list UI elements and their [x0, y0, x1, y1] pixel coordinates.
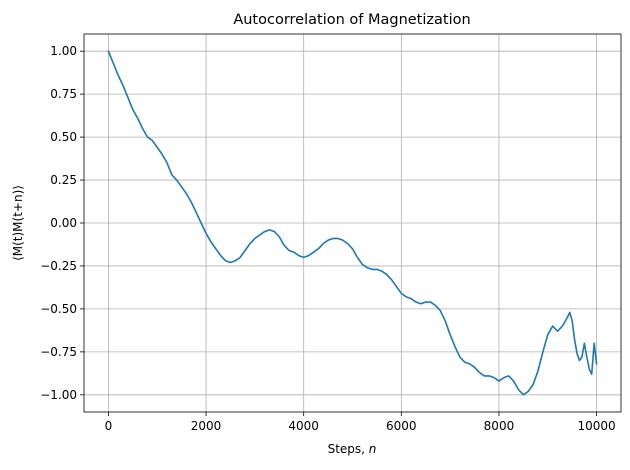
plot-frame [83, 33, 622, 413]
x-tick-label: 8000 [484, 419, 515, 433]
grid [84, 34, 621, 412]
chart-title: Autocorrelation of Magnetization [233, 12, 470, 28]
y-tick-label: 0.50 [50, 130, 77, 144]
y-tick-label: −0.50 [40, 302, 77, 316]
y-tick-label: 0.25 [50, 173, 77, 187]
x-tick-label: 4000 [288, 419, 319, 433]
x-tick-label: 0 [105, 419, 113, 433]
x-axis-label: Steps, n [328, 442, 377, 456]
x-tick-label: 2000 [191, 419, 222, 433]
series-layer [107, 50, 598, 396]
y-tick-label: 0.75 [50, 87, 77, 101]
x-tick-label: 6000 [386, 419, 417, 433]
y-tick-label: −1.00 [40, 388, 77, 402]
series-line [107, 50, 598, 396]
y-tick-label: 1.00 [50, 44, 77, 58]
y-axis-label: ⟨M(t)M(t+n)⟩ [11, 185, 25, 261]
y-tick-label: −0.75 [40, 345, 77, 359]
x-tick-label: 10000 [577, 419, 615, 433]
y-tick-label: −0.25 [40, 259, 77, 273]
y-tick-label: 0.00 [50, 216, 77, 230]
ticks: 0 2000 4000 6000 8000 10000 1.00 0.75 0.50 0.25 0.… [40, 44, 615, 433]
